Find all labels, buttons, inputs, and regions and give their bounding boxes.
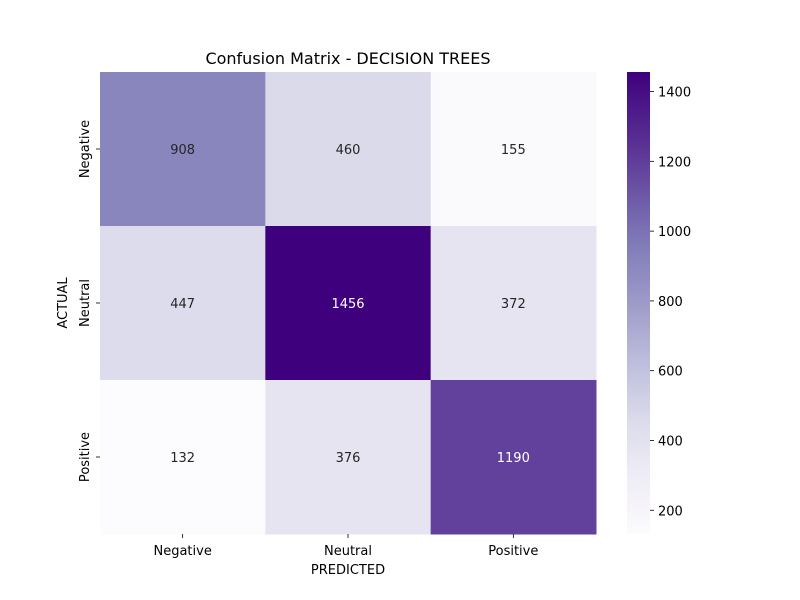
x-axis-label: PREDICTED [311, 563, 385, 578]
cell-1-1 [265, 226, 432, 381]
cell-2-2 [430, 380, 597, 535]
heatmap-cells: 908 460 155 447 1456 372 132 376 1190 [100, 72, 597, 535]
cell-label-2-0: 132 [170, 451, 195, 466]
x-tick-label: Neutral [324, 544, 372, 559]
colorbar-tick-label: 1400 [658, 86, 691, 101]
x-tick-label: Positive [488, 544, 538, 559]
colorbar-ticks: 200 400 600 800 1000 1200 1400 [650, 86, 691, 519]
colorbar-tick-label: 1000 [658, 225, 691, 240]
y-tick-label: Positive [78, 432, 93, 482]
cell-0-0 [100, 72, 266, 227]
cell-0-1 [265, 72, 432, 227]
cell-2-0 [100, 380, 266, 535]
cell-0-2 [430, 72, 597, 227]
chart-title: Confusion Matrix - DECISION TREES [205, 49, 490, 68]
y-axis-label: ACTUAL [56, 277, 71, 329]
cell-1-0 [100, 226, 266, 381]
colorbar-tick-label: 1200 [658, 155, 691, 170]
y-tick-label: Neutral [78, 279, 93, 327]
cell-1-2 [430, 226, 597, 381]
colorbar-tick-label: 600 [658, 365, 683, 380]
cell-label-1-1: 1456 [331, 297, 364, 312]
cell-label-2-1: 376 [336, 451, 361, 466]
cell-label-0-1: 460 [336, 143, 361, 158]
cell-label-2-2: 1190 [497, 451, 530, 466]
y-axis-ticks: Negative Neutral Positive [78, 120, 100, 482]
colorbar-tick-label: 400 [658, 434, 683, 449]
cell-label-1-2: 372 [501, 297, 526, 312]
y-tick-label: Negative [78, 120, 93, 178]
colorbar [627, 72, 650, 534]
x-axis-ticks: Negative Neutral Positive [153, 534, 538, 559]
colorbar-tick-label: 800 [658, 295, 683, 310]
cell-label-0-2: 155 [501, 143, 526, 158]
cell-label-1-0: 447 [170, 297, 195, 312]
cell-2-1 [265, 380, 432, 535]
colorbar-tick-label: 200 [658, 504, 683, 519]
cell-label-0-0: 908 [170, 143, 195, 158]
x-tick-label: Negative [153, 544, 211, 559]
